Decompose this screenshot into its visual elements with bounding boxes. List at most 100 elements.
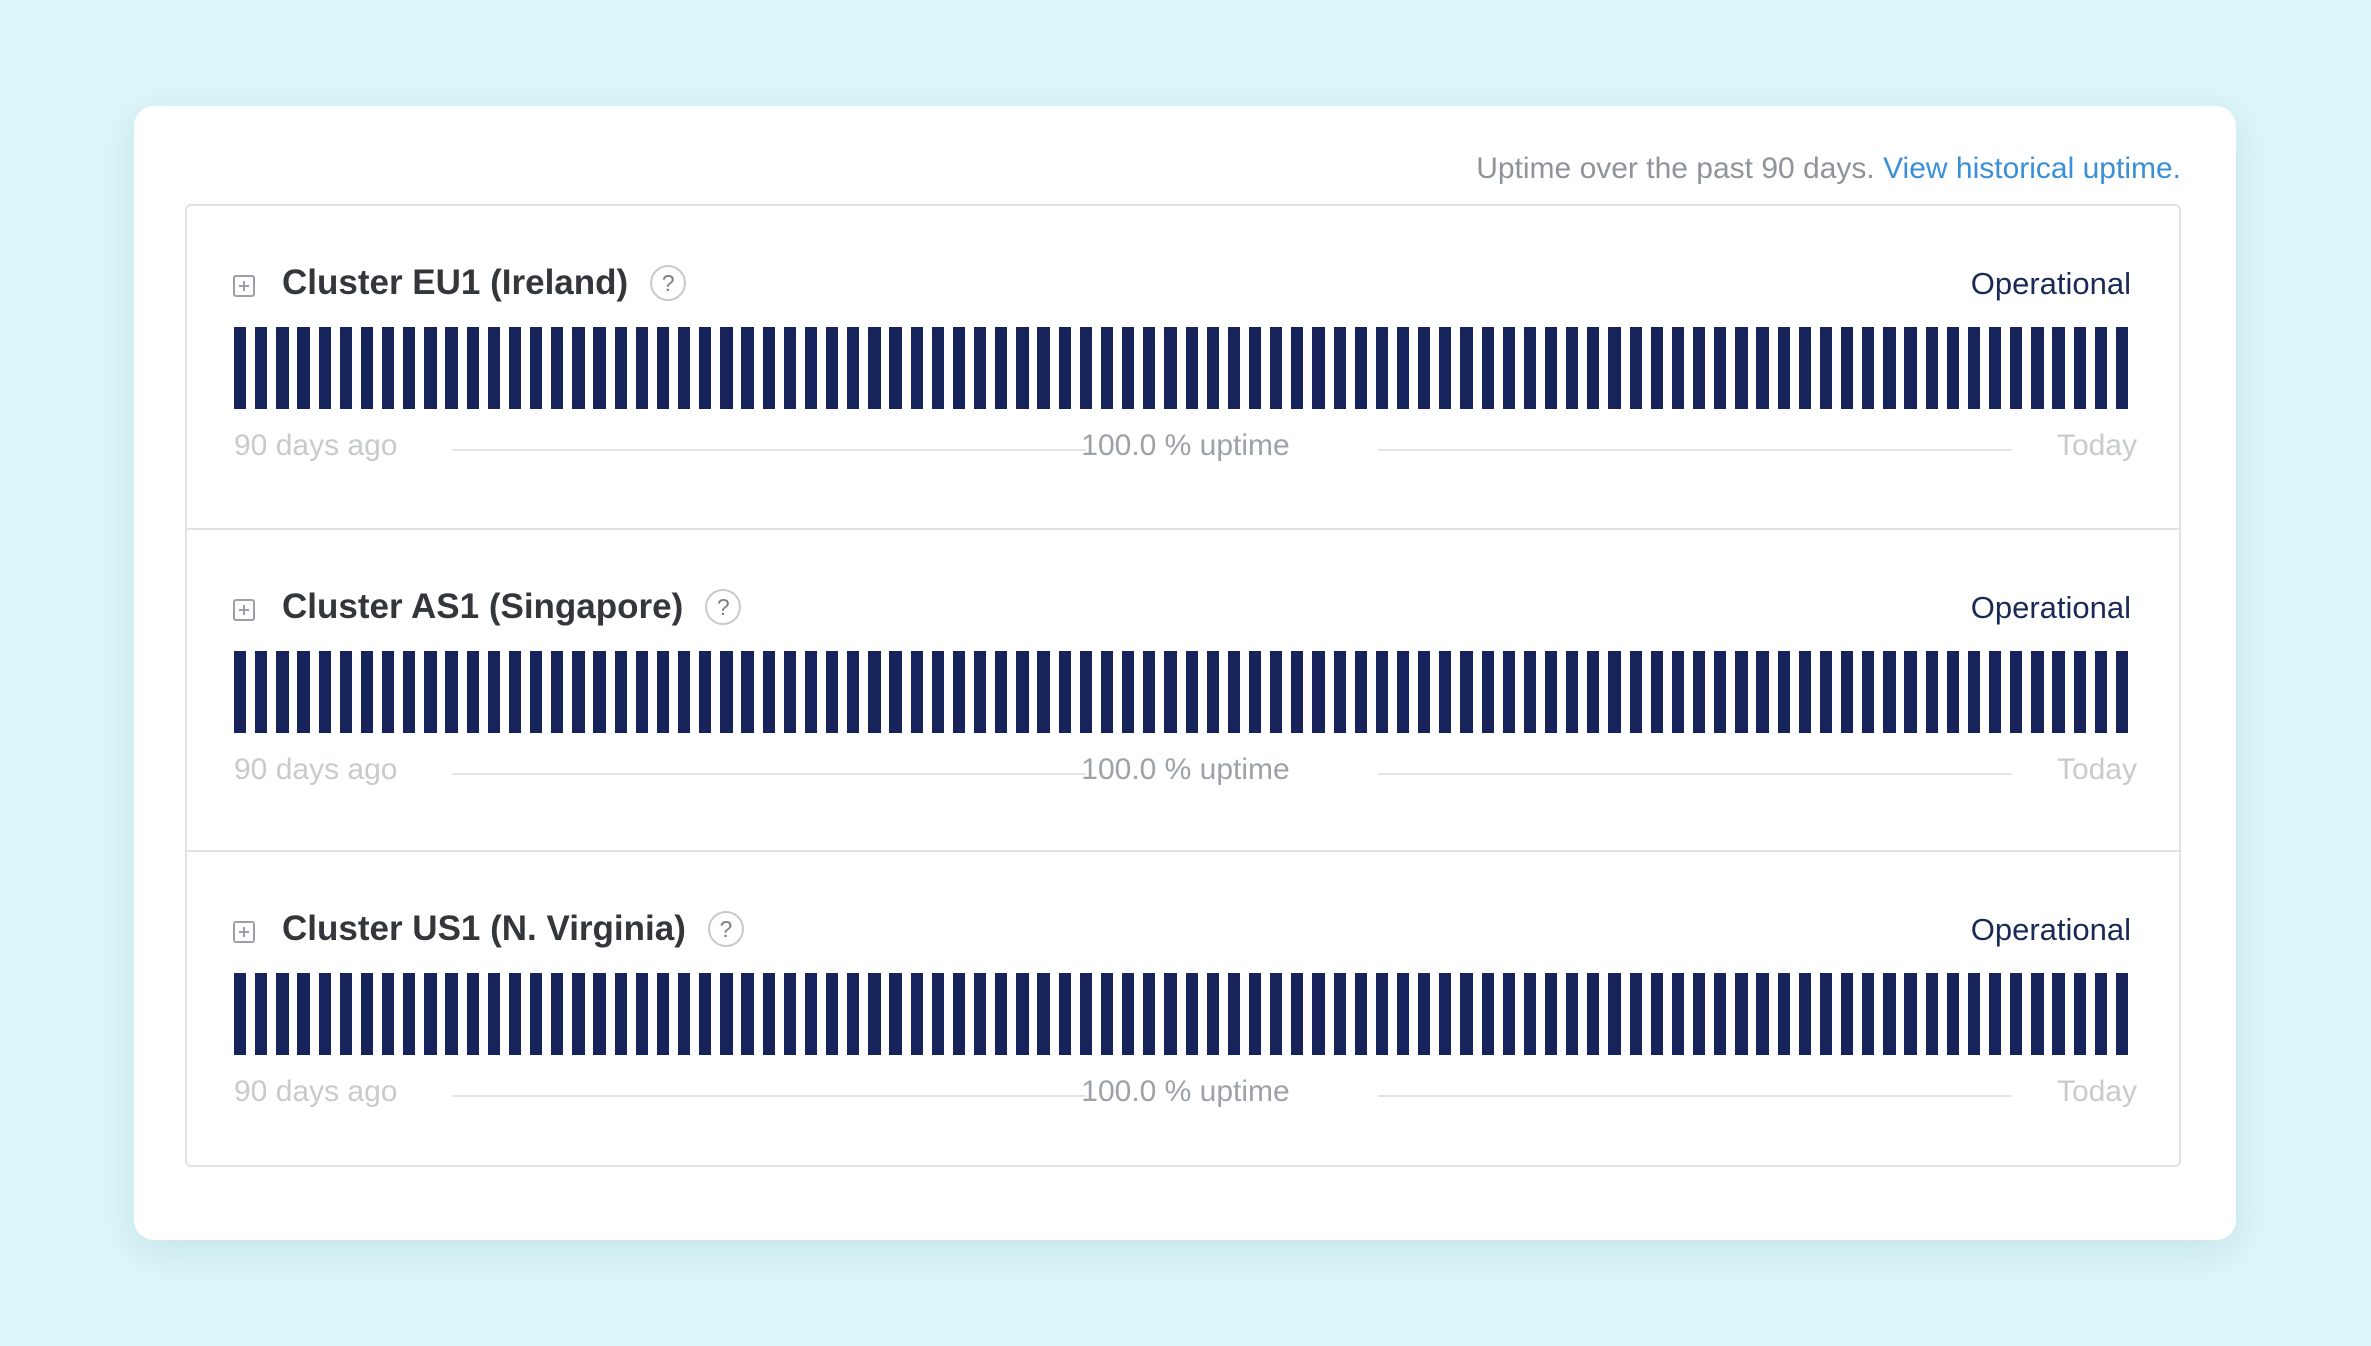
uptime-day-bar[interactable]	[1354, 651, 1367, 733]
uptime-day-bar[interactable]	[720, 973, 733, 1055]
uptime-day-bar[interactable]	[1396, 327, 1410, 409]
uptime-day-bar[interactable]	[466, 327, 479, 409]
uptime-day-bar[interactable]	[952, 651, 966, 733]
uptime-day-bar[interactable]	[995, 973, 1008, 1055]
uptime-day-bar[interactable]	[360, 651, 374, 733]
uptime-day-bar[interactable]	[1143, 973, 1156, 1055]
uptime-day-bar[interactable]	[1291, 973, 1304, 1055]
uptime-day-bar[interactable]	[1756, 973, 1769, 1055]
uptime-day-bar[interactable]	[1333, 327, 1346, 409]
uptime-day-bar[interactable]	[2073, 651, 2086, 733]
uptime-day-bar[interactable]	[1883, 651, 1896, 733]
uptime-day-bar[interactable]	[1819, 973, 1833, 1055]
uptime-day-bar[interactable]	[1248, 651, 1262, 733]
uptime-day-bar[interactable]	[720, 651, 733, 733]
uptime-day-bar[interactable]	[572, 651, 585, 733]
expand-icon[interactable]	[233, 921, 255, 943]
uptime-day-bar[interactable]	[487, 651, 500, 733]
uptime-day-bar[interactable]	[339, 973, 352, 1055]
uptime-day-bar[interactable]	[1904, 327, 1917, 409]
uptime-day-bar[interactable]	[1946, 327, 1959, 409]
uptime-day-bar[interactable]	[1122, 651, 1135, 733]
uptime-day-bar[interactable]	[910, 651, 923, 733]
uptime-day-bar[interactable]	[1629, 973, 1642, 1055]
uptime-day-bar[interactable]	[487, 327, 500, 409]
uptime-day-bar[interactable]	[656, 973, 670, 1055]
uptime-day-bar[interactable]	[1840, 651, 1854, 733]
uptime-day-bar[interactable]	[1164, 327, 1177, 409]
uptime-day-bar[interactable]	[551, 327, 564, 409]
uptime-day-bar[interactable]	[276, 651, 289, 733]
uptime-day-bar[interactable]	[826, 973, 839, 1055]
expand-icon[interactable]	[233, 275, 255, 297]
uptime-day-bar[interactable]	[487, 973, 500, 1055]
uptime-day-bar[interactable]	[403, 327, 416, 409]
uptime-day-bar[interactable]	[889, 327, 902, 409]
uptime-day-bar[interactable]	[1798, 973, 1811, 1055]
uptime-day-bar[interactable]	[1227, 973, 1241, 1055]
uptime-day-bar[interactable]	[1566, 973, 1579, 1055]
uptime-day-bar[interactable]	[1058, 327, 1071, 409]
uptime-day-bar[interactable]	[1375, 973, 1389, 1055]
uptime-day-bar[interactable]	[635, 973, 648, 1055]
uptime-day-bar[interactable]	[1819, 327, 1833, 409]
uptime-day-bar[interactable]	[1418, 327, 1431, 409]
uptime-day-bar[interactable]	[1798, 651, 1811, 733]
uptime-day-bar[interactable]	[741, 973, 754, 1055]
uptime-day-bar[interactable]	[1735, 973, 1748, 1055]
uptime-day-bar[interactable]	[1227, 327, 1241, 409]
uptime-day-bar[interactable]	[1692, 327, 1706, 409]
uptime-day-bar[interactable]	[1566, 327, 1579, 409]
uptime-day-bar[interactable]	[1862, 327, 1875, 409]
uptime-day-bar[interactable]	[1608, 973, 1621, 1055]
uptime-day-bar[interactable]	[1925, 327, 1938, 409]
uptime-day-bar[interactable]	[1862, 973, 1875, 1055]
uptime-day-bar[interactable]	[1777, 327, 1790, 409]
uptime-day-bar[interactable]	[762, 327, 775, 409]
uptime-day-bar[interactable]	[593, 651, 606, 733]
uptime-day-bar[interactable]	[318, 327, 331, 409]
uptime-day-bar[interactable]	[1840, 973, 1854, 1055]
uptime-day-bar[interactable]	[1714, 973, 1727, 1055]
uptime-day-bar[interactable]	[403, 973, 416, 1055]
uptime-day-bar[interactable]	[2010, 973, 2023, 1055]
uptime-day-bar[interactable]	[1502, 651, 1515, 733]
uptime-day-bar[interactable]	[2094, 973, 2107, 1055]
uptime-day-bar[interactable]	[1079, 327, 1093, 409]
uptime-day-bar[interactable]	[635, 327, 648, 409]
uptime-day-bar[interactable]	[339, 651, 352, 733]
uptime-day-bar[interactable]	[910, 973, 923, 1055]
uptime-day-bar[interactable]	[1354, 973, 1367, 1055]
uptime-day-bar[interactable]	[2010, 651, 2023, 733]
uptime-day-bar[interactable]	[614, 973, 627, 1055]
uptime-day-bar[interactable]	[1037, 973, 1050, 1055]
uptime-day-bar[interactable]	[1671, 973, 1685, 1055]
uptime-day-bar[interactable]	[783, 651, 796, 733]
uptime-day-bar[interactable]	[995, 327, 1008, 409]
uptime-day-bar[interactable]	[2115, 327, 2129, 409]
view-historical-uptime-link[interactable]: View historical uptime.	[1883, 152, 2181, 185]
uptime-day-bar[interactable]	[974, 327, 987, 409]
uptime-day-bar[interactable]	[1798, 327, 1811, 409]
uptime-day-bar[interactable]	[1988, 973, 2002, 1055]
uptime-day-bar[interactable]	[1206, 651, 1219, 733]
uptime-day-bar[interactable]	[1418, 651, 1431, 733]
uptime-day-bar[interactable]	[1587, 973, 1600, 1055]
uptime-day-bar[interactable]	[1840, 327, 1854, 409]
uptime-day-bar[interactable]	[508, 651, 522, 733]
uptime-day-bar[interactable]	[1714, 651, 1727, 733]
uptime-day-bar[interactable]	[234, 973, 247, 1055]
uptime-day-bar[interactable]	[847, 973, 860, 1055]
uptime-day-bar[interactable]	[2052, 973, 2065, 1055]
uptime-day-bar[interactable]	[572, 327, 585, 409]
uptime-day-bar[interactable]	[339, 327, 352, 409]
uptime-day-bar[interactable]	[1967, 973, 1981, 1055]
uptime-day-bar[interactable]	[2073, 973, 2086, 1055]
uptime-day-bar[interactable]	[1143, 327, 1156, 409]
expand-icon[interactable]	[233, 599, 255, 621]
uptime-day-bar[interactable]	[1460, 327, 1473, 409]
uptime-day-bar[interactable]	[762, 973, 775, 1055]
uptime-day-bar[interactable]	[1544, 327, 1558, 409]
uptime-day-bar[interactable]	[1079, 651, 1093, 733]
uptime-day-bar[interactable]	[297, 651, 310, 733]
